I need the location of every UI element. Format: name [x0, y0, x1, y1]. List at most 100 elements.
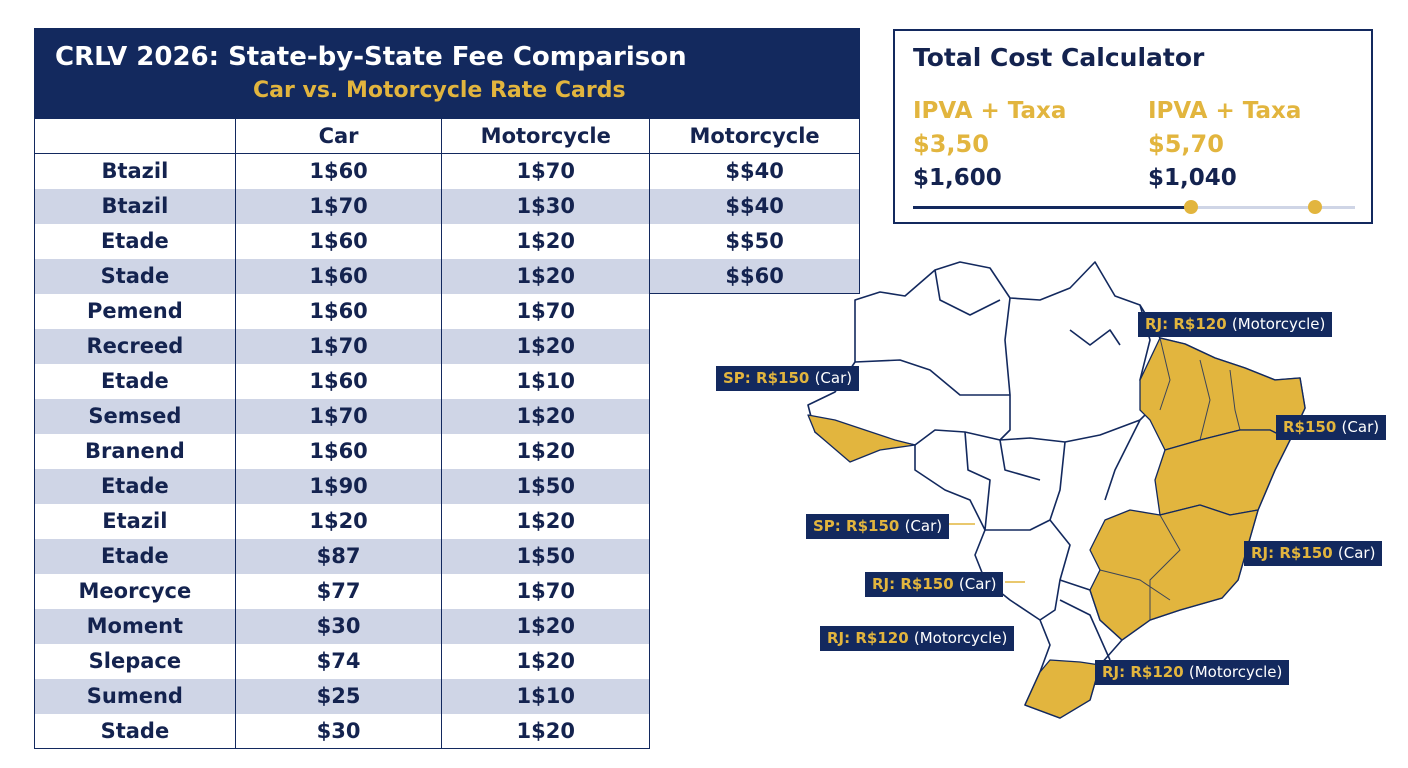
table-row: Meorcyce $77 1$70: [34, 573, 860, 609]
car-fee-cell: 1$70: [234, 328, 443, 364]
table-row: Btazil 1$60 1$70 $$40: [34, 153, 860, 189]
table-row: Pemend 1$60 1$70: [34, 293, 860, 329]
table-row: Btazil 1$70 1$30 $$40: [34, 188, 860, 224]
table-row: Stade 1$60 1$20 $$60: [34, 258, 860, 294]
car-fee-cell: 1$60: [234, 293, 443, 329]
state-cell: Semsed: [34, 398, 236, 434]
table-row: Recreed 1$70 1$20: [34, 328, 860, 364]
state-cell: Meorcyce: [34, 573, 236, 609]
state-minas-highlight: [1089, 504, 1259, 641]
calculator-rate: $5,70: [1148, 130, 1224, 158]
table-row: Branend 1$60 1$20: [34, 433, 860, 469]
motorcycle-fee-cell-2: $$60: [649, 258, 860, 294]
car-fee-cell: 1$90: [234, 468, 443, 504]
map-border: [1059, 599, 1111, 661]
motorcycle-fee-cell: 1$20: [441, 223, 651, 259]
motorcycle-fee-cell: 1$20: [441, 398, 651, 434]
motorcycle-fee-cell-2: $$50: [649, 223, 860, 259]
car-fee-cell: 1$60: [234, 258, 443, 294]
motorcycle-fee-cell-2: [649, 433, 860, 469]
state-cell: Stade: [34, 258, 236, 294]
motorcycle-fee-cell-2: [649, 678, 860, 714]
calculator-total: $1,600: [913, 165, 1002, 191]
map-label-rj-car: RJ: R$150 (Car): [1244, 541, 1383, 566]
state-cell: Stade: [34, 713, 236, 749]
state-cell: Recreed: [34, 328, 236, 364]
car-fee-cell: $77: [234, 573, 443, 609]
table-row: Semsed 1$70 1$20: [34, 398, 860, 434]
map-label-rj-motorcycle: RJ: R$120 (Motorcycle): [1138, 312, 1333, 337]
motorcycle-fee-cell: 1$20: [441, 258, 651, 294]
slider-knob-motorcycle[interactable]: [1308, 200, 1323, 214]
motorcycle-fee-cell: 1$50: [441, 468, 651, 504]
map-border: [999, 297, 1011, 441]
motorcycle-fee-cell-2: [649, 538, 860, 574]
motorcycle-fee-cell: 1$30: [441, 188, 651, 224]
table-title: CRLV 2026: State-by-State Fee Comparison: [55, 42, 687, 72]
car-fee-cell: 1$20: [234, 503, 443, 539]
map-border: [985, 441, 1066, 531]
car-fee-cell: $87: [234, 538, 443, 574]
state-cell: Etade: [34, 363, 236, 399]
state-cell: Sumend: [34, 678, 236, 714]
motorcycle-fee-cell: 1$50: [441, 538, 651, 574]
label-vehicle: (Car): [1341, 418, 1380, 436]
label-price: R$150: [1283, 418, 1337, 436]
slider-knob-car[interactable]: [1184, 200, 1199, 214]
motorcycle-fee-cell: 1$20: [441, 503, 651, 539]
table-subtitle: Car vs. Motorcycle Rate Cards: [253, 78, 626, 103]
table-header: CRLV 2026: State-by-State Fee Comparison…: [34, 28, 860, 118]
table-row: Etade $87 1$50: [34, 538, 860, 574]
motorcycle-fee-cell-2: $$40: [649, 188, 860, 224]
state-cell: Pemend: [34, 293, 236, 329]
motorcycle-fee-cell-2: [649, 328, 860, 364]
motorcycle-fee-cell: 1$70: [441, 573, 651, 609]
motorcycle-fee-cell-2: [649, 398, 860, 434]
state-cell: Btazil: [34, 153, 236, 189]
map-border: [964, 431, 991, 531]
calculator-column-motorcycle: IPVA + Taxa $5,70 $1,040: [1148, 95, 1301, 195]
map-border: [1199, 359, 1211, 441]
table-row: Sumend $25 1$10: [34, 678, 860, 714]
state-cell: Slepace: [34, 643, 236, 679]
motorcycle-fee-cell: 1$10: [441, 363, 651, 399]
motorcycle-fee-cell: 1$10: [441, 678, 651, 714]
motorcycle-fee-cell-2: [649, 468, 860, 504]
state-south-highlight: [1024, 659, 1101, 719]
state-cell: Etade: [34, 223, 236, 259]
label-vehicle: (Motorcycle): [1231, 315, 1326, 333]
map-border: [1039, 519, 1071, 621]
map-label-rj-car: RJ: R$150 (Car): [865, 572, 1004, 597]
cost-slider[interactable]: [913, 200, 1355, 214]
fee-table: Car Motorcycle Motorcycle Btazil 1$60 1$70…: [34, 118, 860, 749]
car-fee-cell: $25: [234, 678, 443, 714]
motorcycle-fee-cell: 1$20: [441, 608, 651, 644]
label-price: RJ: R$150: [1251, 544, 1333, 562]
state-cell: Etade: [34, 468, 236, 504]
car-fee-cell: 1$60: [234, 153, 443, 189]
map-border: [934, 269, 1001, 316]
calculator-label: IPVA + Taxa: [913, 98, 1067, 124]
map-label-sp-car: SP: R$150 (Car): [806, 514, 950, 539]
map-label-car: R$150 (Car): [1276, 415, 1387, 440]
calculator-title: Total Cost Calculator: [913, 43, 1205, 72]
map-border: [1229, 369, 1241, 431]
car-fee-cell: 1$70: [234, 188, 443, 224]
column-header-motorcycle: Motorcycle: [441, 118, 651, 154]
table-row: Slepace $74 1$20: [34, 643, 860, 679]
table-row: Etade 1$90 1$50: [34, 468, 860, 504]
map-border: [854, 359, 1010, 396]
map-border: [1069, 329, 1121, 346]
label-vehicle: (Car): [958, 575, 997, 593]
car-fee-cell: $30: [234, 713, 443, 749]
label-vehicle: (Motorcycle): [1188, 663, 1283, 681]
motorcycle-fee-cell-2: [649, 713, 860, 749]
label-vehicle: (Car): [814, 369, 853, 387]
car-fee-cell: $30: [234, 608, 443, 644]
motorcycle-fee-cell: 1$20: [441, 433, 651, 469]
table-row: Etade 1$60 1$20 $$50: [34, 223, 860, 259]
label-price: SP: R$150: [813, 517, 900, 535]
label-vehicle: (Motorcycle): [913, 629, 1008, 647]
map-border: [914, 419, 1141, 446]
car-fee-cell: 1$60: [234, 223, 443, 259]
